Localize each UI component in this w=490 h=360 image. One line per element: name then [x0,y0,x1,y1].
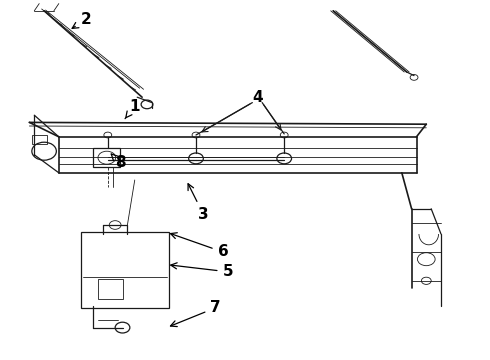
Text: 1: 1 [125,99,140,119]
Text: 5: 5 [171,263,233,279]
Text: 8: 8 [111,154,125,170]
Text: 2: 2 [72,12,91,28]
Text: 7: 7 [171,300,221,327]
Text: 4: 4 [252,90,263,105]
Text: 3: 3 [188,184,209,222]
Text: 6: 6 [171,233,228,260]
